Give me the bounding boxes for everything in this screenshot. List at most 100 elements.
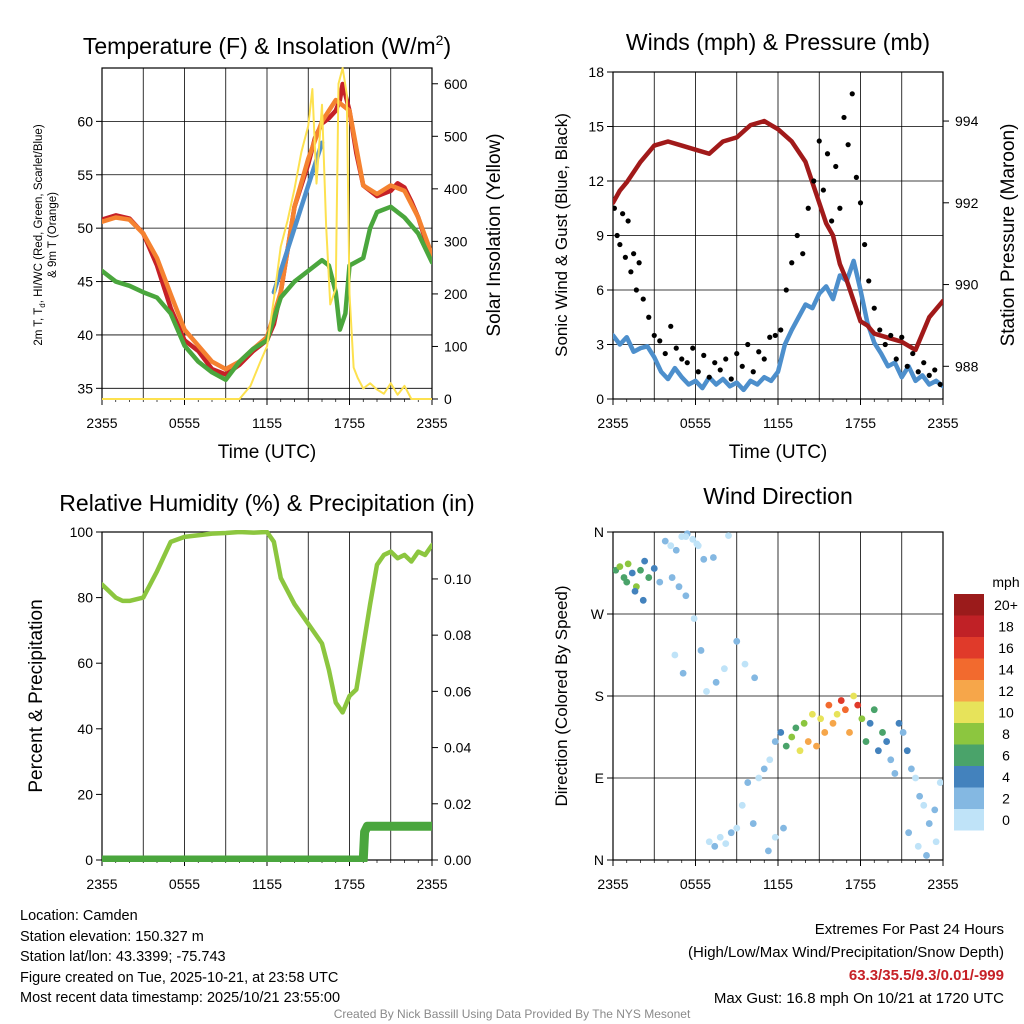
y2-tick-label: 600 (444, 76, 468, 92)
direction-point (693, 540, 701, 548)
gust-point (841, 114, 847, 121)
y2-tick-label: 0.08 (444, 627, 471, 643)
direction-point (711, 842, 719, 850)
speed-legend-unit: mph (992, 574, 1019, 590)
gust-point (631, 251, 637, 257)
series-relative-humidity (102, 530, 432, 715)
direction-point (854, 701, 862, 709)
direction-point (895, 719, 903, 727)
gust-point (857, 200, 864, 206)
gust-point (646, 314, 652, 320)
legend-label: 16 (998, 640, 1014, 656)
direction-point (639, 596, 647, 604)
gust-point (882, 341, 888, 348)
direction-point (912, 774, 919, 782)
direction-point (679, 669, 687, 677)
direction-point (846, 729, 853, 736)
direction-point (903, 747, 911, 755)
x-tick-label: 1155 (763, 876, 793, 892)
gust-point (622, 254, 628, 260)
legend-swatch (954, 744, 984, 766)
gust-point (805, 205, 811, 211)
direction-point (760, 765, 768, 773)
x-tick-label: 1155 (763, 415, 793, 431)
legend-label: 4 (1002, 769, 1010, 785)
gust-point (877, 327, 883, 333)
x-tick-label: 2355 (597, 876, 628, 892)
direction-point (850, 692, 858, 700)
x-tick-label: 1755 (334, 876, 365, 892)
y-tick-label: 55 (77, 167, 93, 183)
y-tick-label: N (594, 852, 604, 868)
y-tick-label: 15 (588, 119, 604, 135)
gust-point (893, 356, 899, 362)
x-tick-label: 2355 (86, 876, 117, 892)
direction-point (703, 688, 710, 695)
humidity-ylabel: Percent & Precipitation (26, 599, 47, 792)
gust-point (899, 334, 905, 340)
y2-tick-label: 990 (955, 277, 979, 293)
direction-point (741, 660, 749, 668)
direction-point (689, 535, 697, 543)
temperature-plot: 2355 0555 1155 1755 235535404550556001002003… (77, 67, 468, 431)
gust-point (668, 323, 674, 329)
y2-tick-label: 0.06 (444, 683, 471, 699)
gust-point (921, 360, 927, 366)
direction-point (925, 820, 933, 827)
direction-point (771, 833, 779, 841)
direction-point (738, 801, 746, 809)
direction-point (628, 569, 636, 577)
y2-tick-label: 988 (955, 358, 979, 374)
x-tick-label: 0555 (680, 876, 711, 892)
gust-point (910, 350, 916, 357)
gust-point (904, 363, 910, 369)
direction-point (690, 615, 698, 622)
y-tick-label: 3 (596, 337, 604, 353)
gust-point (651, 332, 657, 339)
y2-tick-label: 992 (955, 195, 979, 211)
direction-point (916, 792, 924, 800)
winds-xlabel: Time (UTC) (729, 442, 828, 463)
y-tick-label: 80 (77, 590, 93, 606)
gust-point (811, 178, 817, 184)
direction-point (792, 724, 800, 732)
direction-point (777, 729, 785, 736)
direction-point (829, 719, 837, 727)
gust-point (756, 349, 762, 355)
gust-point (816, 138, 822, 144)
gust-point (636, 260, 642, 266)
plot-area (613, 91, 943, 393)
gust-point (772, 332, 778, 339)
gust-point (614, 232, 620, 239)
x-tick-label: 1755 (845, 876, 876, 892)
gust-point (723, 356, 729, 362)
extremes-title: Extremes For Past 24 Hours (814, 921, 1004, 938)
legend-label: 2 (1002, 791, 1010, 807)
direction-point (744, 779, 752, 786)
x-tick-label: 1155 (252, 415, 282, 431)
direction-point (733, 824, 741, 832)
y2-tick-label: 0 (444, 391, 452, 407)
gust-point (778, 327, 784, 333)
direction-point (766, 756, 774, 764)
direction-point (722, 840, 730, 847)
direction-point (825, 701, 833, 709)
winds-ylabel: Sonic Wind & Gust (Blue, Black) (552, 113, 571, 357)
winds-plot: 2355 0555 1155 1755 2355 0 3 6 9 12 15 18 988 990 992 9… (588, 64, 978, 431)
direction-point (780, 824, 787, 832)
direction-point (624, 560, 632, 568)
direction-point (650, 565, 658, 572)
direction-point (833, 710, 841, 718)
gust-point (761, 356, 767, 362)
direction-point (667, 542, 675, 550)
direction-point (866, 719, 874, 727)
direction-point (905, 829, 913, 837)
gust-point (690, 345, 696, 351)
gust-point (800, 251, 806, 257)
y-tick-label: 60 (77, 113, 93, 129)
direction-point (817, 715, 825, 723)
y2-tick-label: 300 (444, 233, 468, 249)
extremes-box: Extremes For Past 24 Hours (High/Low/Max… (688, 918, 1004, 1010)
direction-point (788, 733, 796, 741)
legend-swatch (954, 594, 984, 616)
